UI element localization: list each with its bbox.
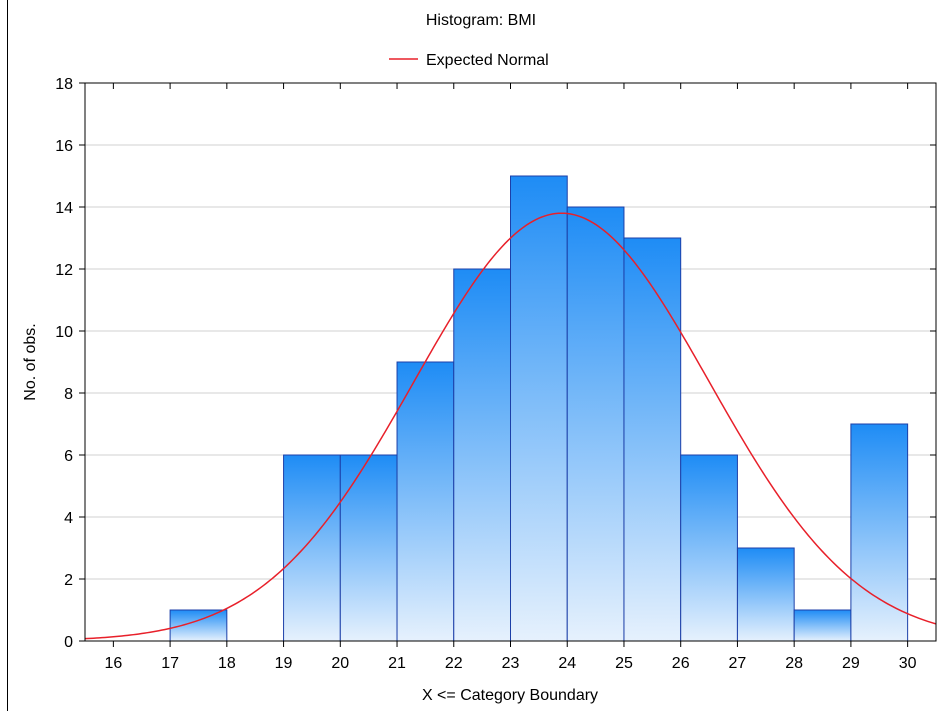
x-axis-label: X <= Category Boundary [422,687,598,704]
y-tick-label: 4 [64,510,73,527]
x-tick-label: 21 [388,655,406,672]
y-axis-ticks: 0 2 4 6 8 10 12 14 16 18 [55,76,936,651]
y-tick-label: 6 [64,448,73,465]
y-tick-label: 12 [55,262,73,279]
legend-label-expected-normal: Expected Normal [426,52,549,69]
x-tick-label: 17 [161,655,179,672]
histogram-bar [510,175,568,642]
x-tick-label: 29 [842,655,860,672]
x-tick-label: 18 [218,655,236,672]
y-axis-label: No. of obs. [22,323,39,400]
histogram-bar [793,609,852,642]
y-tick-label: 14 [55,200,73,217]
y-tick-label: 2 [64,572,73,589]
chart-title: Histogram: BMI [426,12,536,29]
legend: Expected Normal [389,52,549,69]
histogram-bar [396,361,455,642]
histogram-bar [566,206,625,642]
x-tick-label: 20 [331,655,349,672]
x-tick-label: 24 [558,655,576,672]
y-tick-label: 10 [55,324,73,341]
histogram-bar [339,454,398,642]
histogram-bar [850,423,909,642]
x-tick-label: 30 [899,655,917,672]
x-axis-ticks: 16 17 18 19 20 21 22 23 24 25 26 27 28 29 30 [104,83,917,672]
x-tick-label: 23 [502,655,520,672]
histogram-bar [623,237,682,642]
histogram-bar [453,268,511,642]
y-tick-label: 0 [64,634,73,651]
histogram-bar [680,454,738,642]
y-tick-label: 8 [64,386,73,403]
histogram-bar [283,454,341,642]
histogram-bar [736,547,795,642]
y-tick-label: 16 [55,138,73,155]
expected-normal-curve [85,212,936,640]
x-tick-label: 19 [275,655,293,672]
y-tick-label: 18 [55,76,73,93]
histogram-bar [169,609,228,642]
x-tick-label: 16 [104,655,122,672]
window-left-border [7,0,8,711]
x-tick-label: 26 [672,655,690,672]
x-tick-label: 22 [445,655,463,672]
x-tick-label: 27 [729,655,747,672]
histogram-bars [169,175,909,642]
x-tick-label: 25 [615,655,633,672]
x-tick-label: 28 [785,655,803,672]
